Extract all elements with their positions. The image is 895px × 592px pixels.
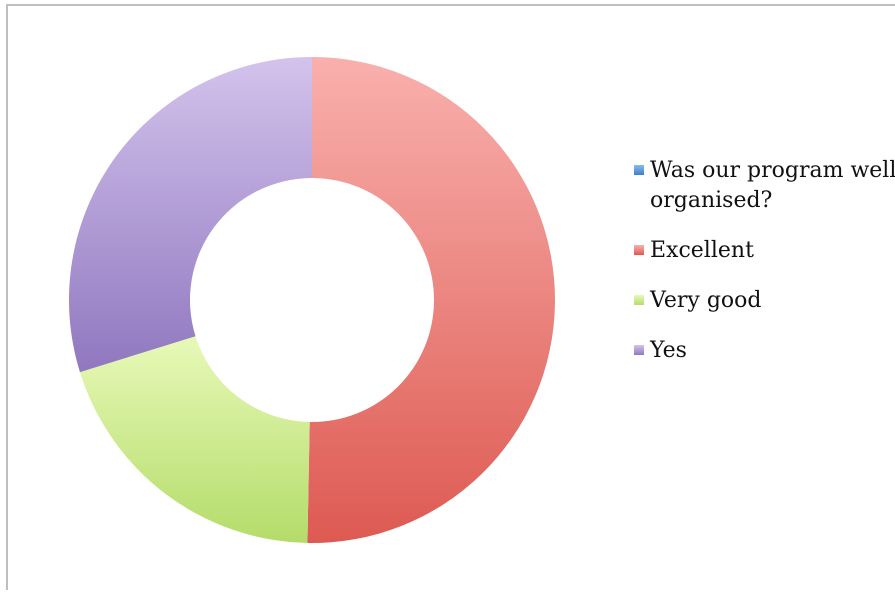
donut-chart: [69, 57, 555, 543]
legend-label: Was our program well organised?: [650, 158, 895, 213]
legend-swatch: [634, 245, 644, 255]
legend-item: Was our program well organised?: [628, 156, 895, 216]
slice-very-good: [79, 336, 310, 543]
legend-item: Excellent: [628, 236, 895, 266]
chart-area: Was our program well organised? Excellent…: [6, 4, 895, 590]
legend: Was our program well organised? Excellent…: [628, 156, 895, 386]
legend-item: Very good: [628, 286, 895, 316]
legend-item: Yes: [628, 336, 895, 366]
legend-label: Yes: [650, 338, 687, 363]
legend-label: Excellent: [650, 238, 754, 263]
legend-swatch: [634, 345, 644, 355]
legend-swatch: [634, 295, 644, 305]
legend-swatch: [634, 165, 644, 175]
slice-yes: [69, 57, 312, 373]
slice-excellent: [307, 57, 555, 543]
legend-label: Very good: [650, 288, 762, 313]
